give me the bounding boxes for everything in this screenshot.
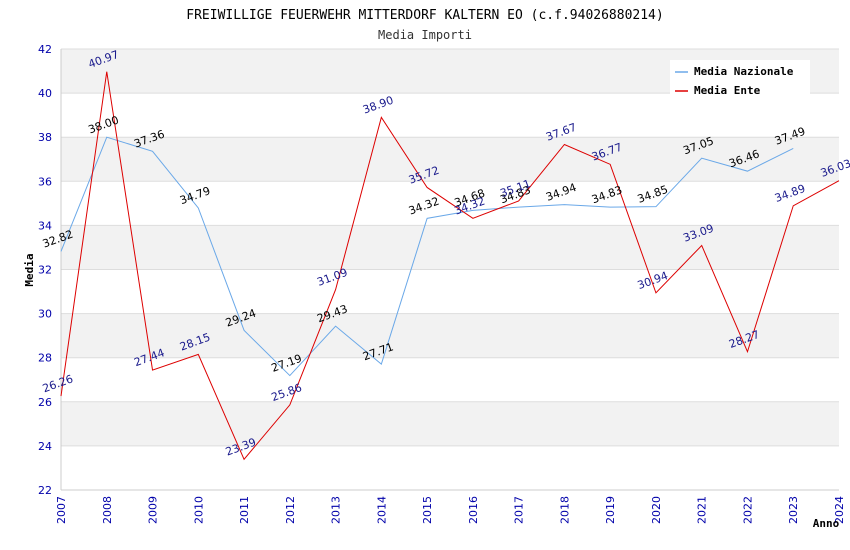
x-tick-label: 2024	[833, 496, 846, 524]
x-tick-label: 2023	[787, 496, 800, 524]
y-tick-label: 32	[38, 264, 52, 277]
series-line-1	[60, 71, 840, 461]
grid-band	[61, 225, 839, 270]
x-tick-label: 2009	[147, 496, 160, 524]
x-tick-label: 2014	[375, 496, 388, 524]
grid-band	[61, 357, 839, 402]
y-tick-label: 24	[38, 440, 52, 453]
grid-band	[61, 93, 839, 138]
series-lines	[60, 71, 840, 461]
x-tick-label: 2018	[558, 496, 571, 524]
x-tick-label: 2015	[421, 496, 434, 524]
x-tick-labels: 2007 2008 2009 2010 2011 2012 2013 2014 2015 2016…	[55, 496, 846, 524]
grid-band	[61, 269, 839, 314]
x-tick-label: 2011	[238, 496, 251, 524]
y-tick-label: 34	[38, 219, 52, 232]
y-tick-label: 28	[38, 352, 52, 365]
x-tick-label: 2020	[650, 496, 663, 524]
x-tick-label: 2021	[696, 496, 709, 524]
series-line-0	[60, 136, 794, 377]
x-tick-label: 2012	[284, 496, 297, 524]
x-tick-label: 2016	[467, 496, 480, 524]
x-axis-title: Anno	[813, 517, 840, 530]
x-tick-label: 2022	[741, 496, 754, 524]
chart-title: FREIWILLIGE FEUERWEHR MITTERDORF KALTERN…	[186, 8, 663, 23]
y-tick-label: 40	[38, 87, 52, 100]
grid-band	[61, 445, 839, 490]
x-tick-label: 2008	[101, 496, 114, 524]
y-tick-label: 22	[38, 484, 52, 497]
background-bands	[61, 49, 839, 490]
grid-band	[61, 313, 839, 358]
grid-band	[61, 401, 839, 446]
legend-label-nazionale: Media Nazionale	[694, 65, 794, 78]
y-tick-labels: 22 24 26 28 30 32 34 36 38 40 42	[38, 43, 52, 497]
x-tick-label: 2007	[55, 496, 68, 524]
legend-box	[670, 60, 810, 100]
x-tick-label: 2013	[330, 496, 343, 524]
y-tick-label: 26	[38, 396, 52, 409]
x-tick-label: 2010	[192, 496, 205, 524]
y-tick-label: 36	[38, 175, 52, 188]
y-axis-title: Media	[23, 253, 36, 286]
x-tick-label: 2017	[513, 496, 526, 524]
y-tick-label: 38	[38, 131, 52, 144]
grid-band	[61, 137, 839, 182]
y-tick-label: 30	[38, 308, 52, 321]
chart-subtitle: Media Importi	[378, 28, 472, 42]
x-tick-label: 2019	[604, 496, 617, 524]
y-tick-label: 42	[38, 43, 52, 56]
legend-label-ente: Media Ente	[694, 84, 761, 97]
legend: Media Nazionale Media Ente	[670, 60, 810, 100]
